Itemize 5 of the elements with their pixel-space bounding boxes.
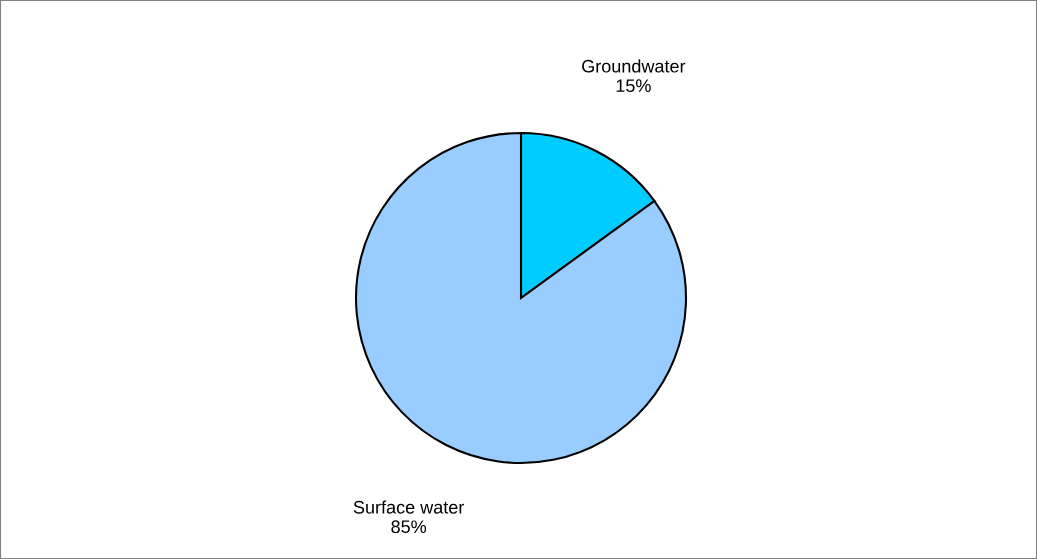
slice-label: Surface water — [353, 500, 465, 514]
data-label: 15% — [616, 79, 651, 93]
pie-slice — [354, 131, 688, 465]
data-label: 85% — [391, 520, 427, 534]
slice-label: Groundwater — [582, 59, 686, 73]
